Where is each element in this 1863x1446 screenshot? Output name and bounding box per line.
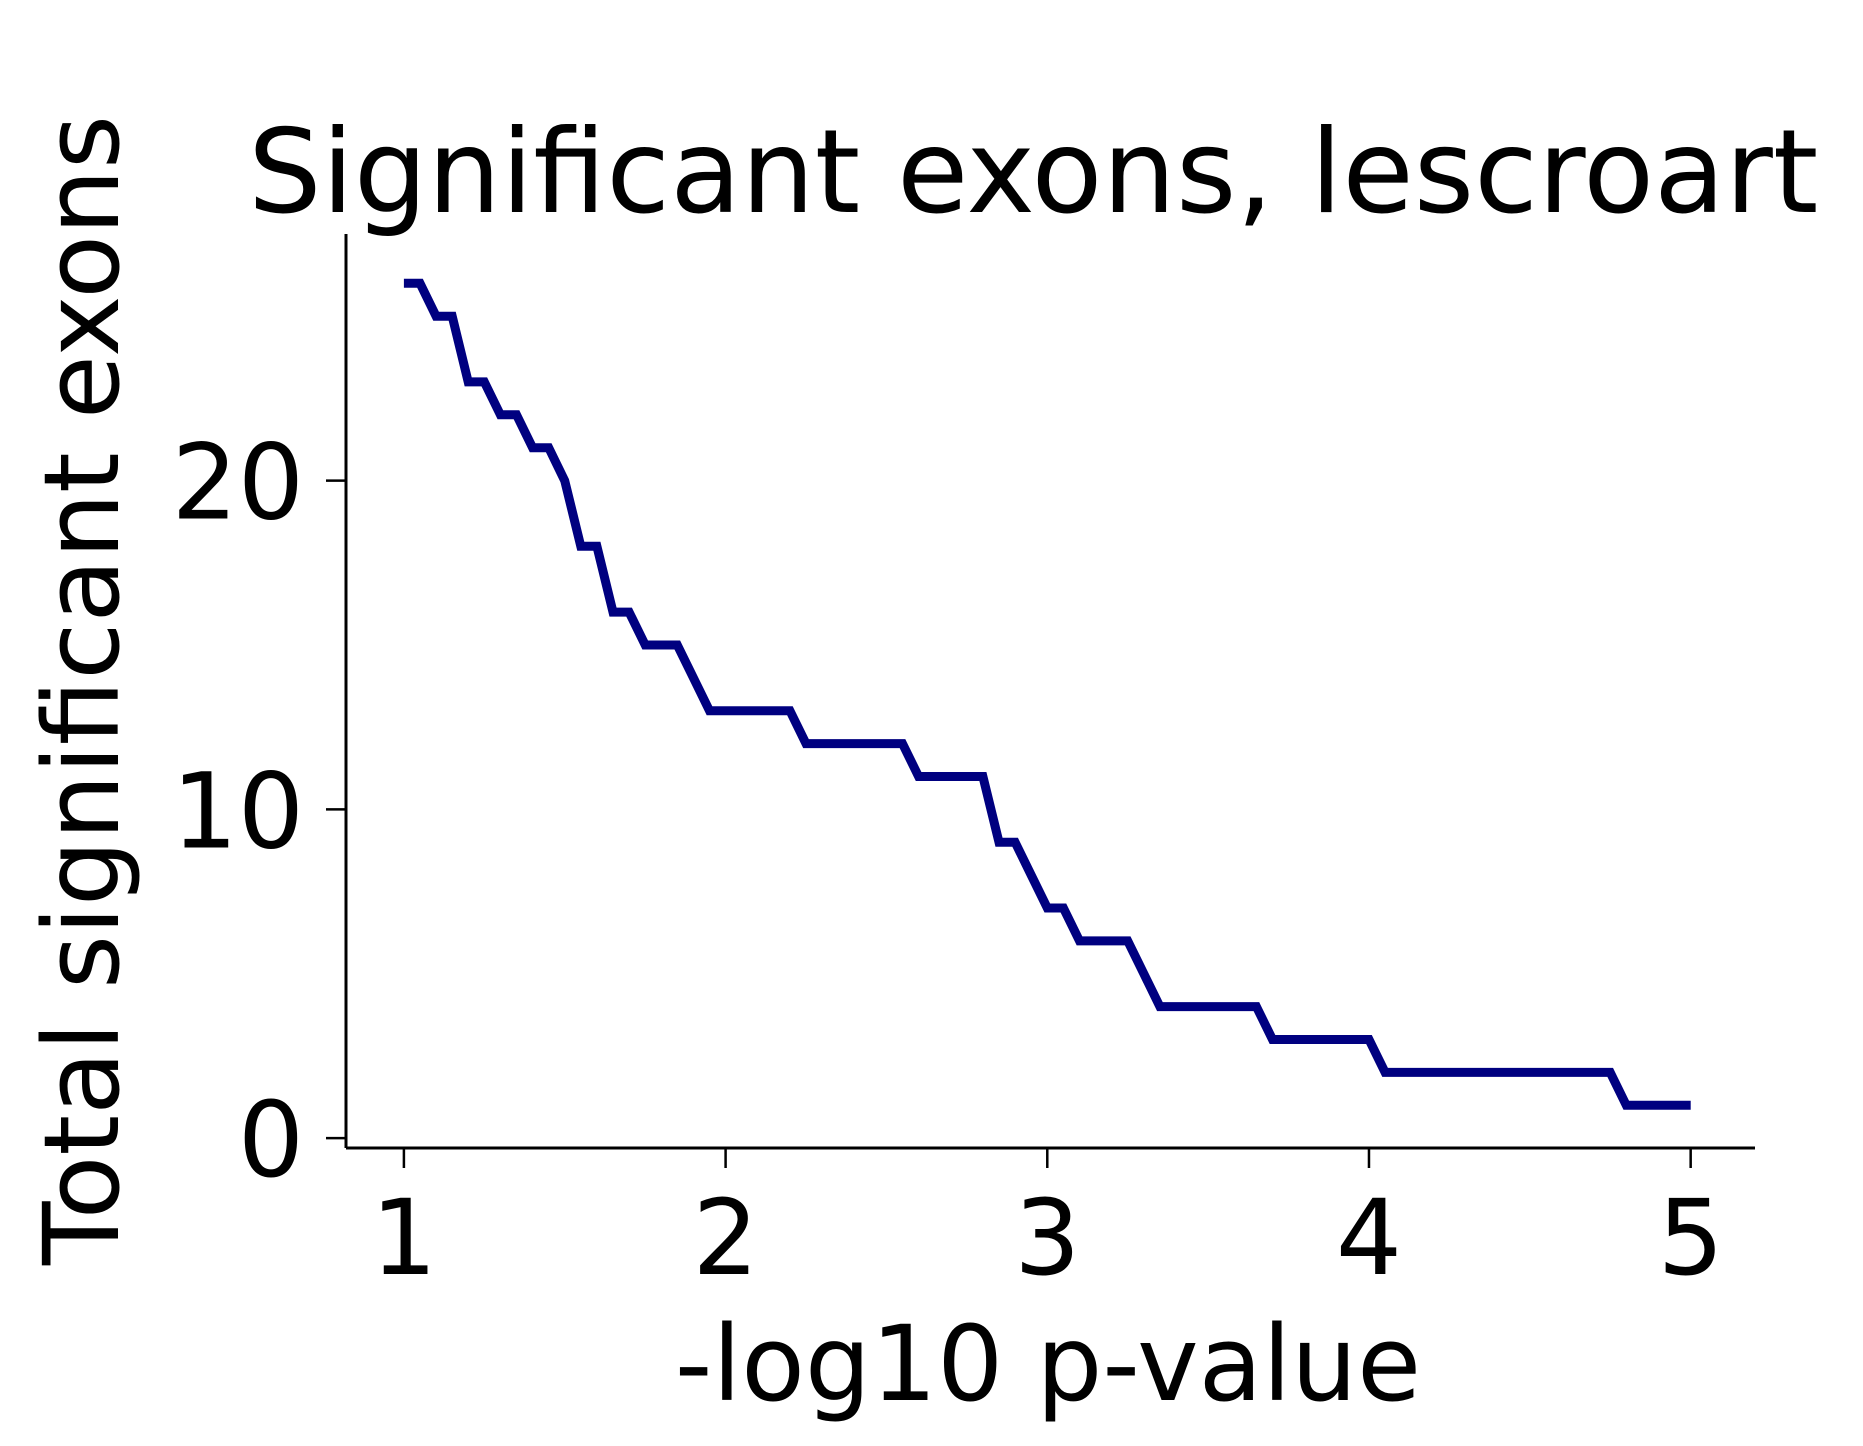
x-tick-label: 5 bbox=[1658, 1177, 1724, 1299]
x-tick-label: 1 bbox=[371, 1177, 437, 1299]
x-tick-label: 4 bbox=[1336, 1177, 1402, 1299]
series-layer bbox=[403, 278, 1691, 1110]
x-axis-ticks: 1 2 3 4 5 bbox=[371, 1148, 1724, 1299]
x-tick-label: 2 bbox=[693, 1177, 759, 1299]
y-tick-label: 0 bbox=[238, 1079, 304, 1201]
y-tick-label: 20 bbox=[172, 422, 304, 544]
plot-area: 1 2 3 4 5 0 10 20 bbox=[172, 234, 1755, 1299]
y-axis-label: Total significant exons bbox=[21, 115, 143, 1266]
series-line bbox=[403, 278, 1691, 1110]
y-axis-ticks: 0 10 20 bbox=[172, 422, 346, 1201]
x-axis-label: -log10 p-value bbox=[675, 1303, 1421, 1425]
y-tick-label: 10 bbox=[172, 750, 304, 872]
chart-title: Significant exons, lescroart bbox=[248, 105, 1818, 240]
x-tick-label: 3 bbox=[1014, 1177, 1080, 1299]
